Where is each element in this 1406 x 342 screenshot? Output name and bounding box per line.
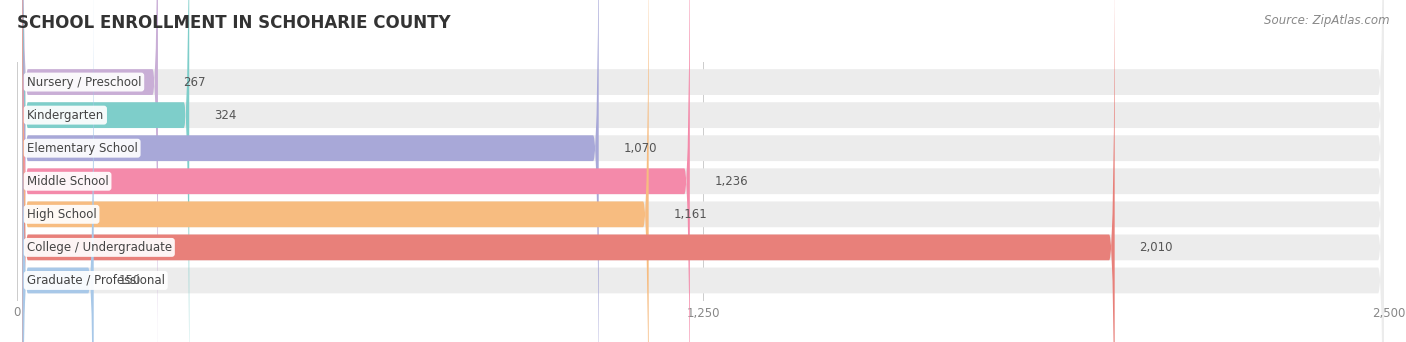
Text: Kindergarten: Kindergarten	[27, 109, 104, 122]
Text: High School: High School	[27, 208, 97, 221]
Text: 267: 267	[183, 76, 205, 89]
FancyBboxPatch shape	[22, 0, 1384, 342]
Text: Source: ZipAtlas.com: Source: ZipAtlas.com	[1264, 14, 1389, 27]
Text: Elementary School: Elementary School	[27, 142, 138, 155]
Text: 2,010: 2,010	[1139, 241, 1173, 254]
FancyBboxPatch shape	[22, 0, 690, 342]
FancyBboxPatch shape	[22, 0, 1384, 342]
Text: 0: 0	[13, 306, 21, 319]
Text: 324: 324	[214, 109, 236, 122]
Text: SCHOOL ENROLLMENT IN SCHOHARIE COUNTY: SCHOOL ENROLLMENT IN SCHOHARIE COUNTY	[17, 14, 450, 32]
FancyBboxPatch shape	[22, 0, 1384, 342]
Text: 1,161: 1,161	[673, 208, 707, 221]
FancyBboxPatch shape	[22, 0, 1115, 342]
FancyBboxPatch shape	[22, 0, 648, 342]
FancyBboxPatch shape	[22, 0, 190, 342]
Text: Middle School: Middle School	[27, 175, 108, 188]
Text: College / Undergraduate: College / Undergraduate	[27, 241, 172, 254]
FancyBboxPatch shape	[22, 0, 94, 342]
FancyBboxPatch shape	[22, 0, 1384, 342]
Text: Nursery / Preschool: Nursery / Preschool	[27, 76, 141, 89]
FancyBboxPatch shape	[22, 0, 599, 342]
FancyBboxPatch shape	[22, 0, 1384, 342]
FancyBboxPatch shape	[22, 0, 1384, 342]
FancyBboxPatch shape	[22, 0, 157, 342]
Text: Graduate / Professional: Graduate / Professional	[27, 274, 165, 287]
Text: 1,070: 1,070	[623, 142, 657, 155]
Text: 1,236: 1,236	[714, 175, 748, 188]
FancyBboxPatch shape	[22, 0, 1384, 342]
Text: 150: 150	[118, 274, 141, 287]
